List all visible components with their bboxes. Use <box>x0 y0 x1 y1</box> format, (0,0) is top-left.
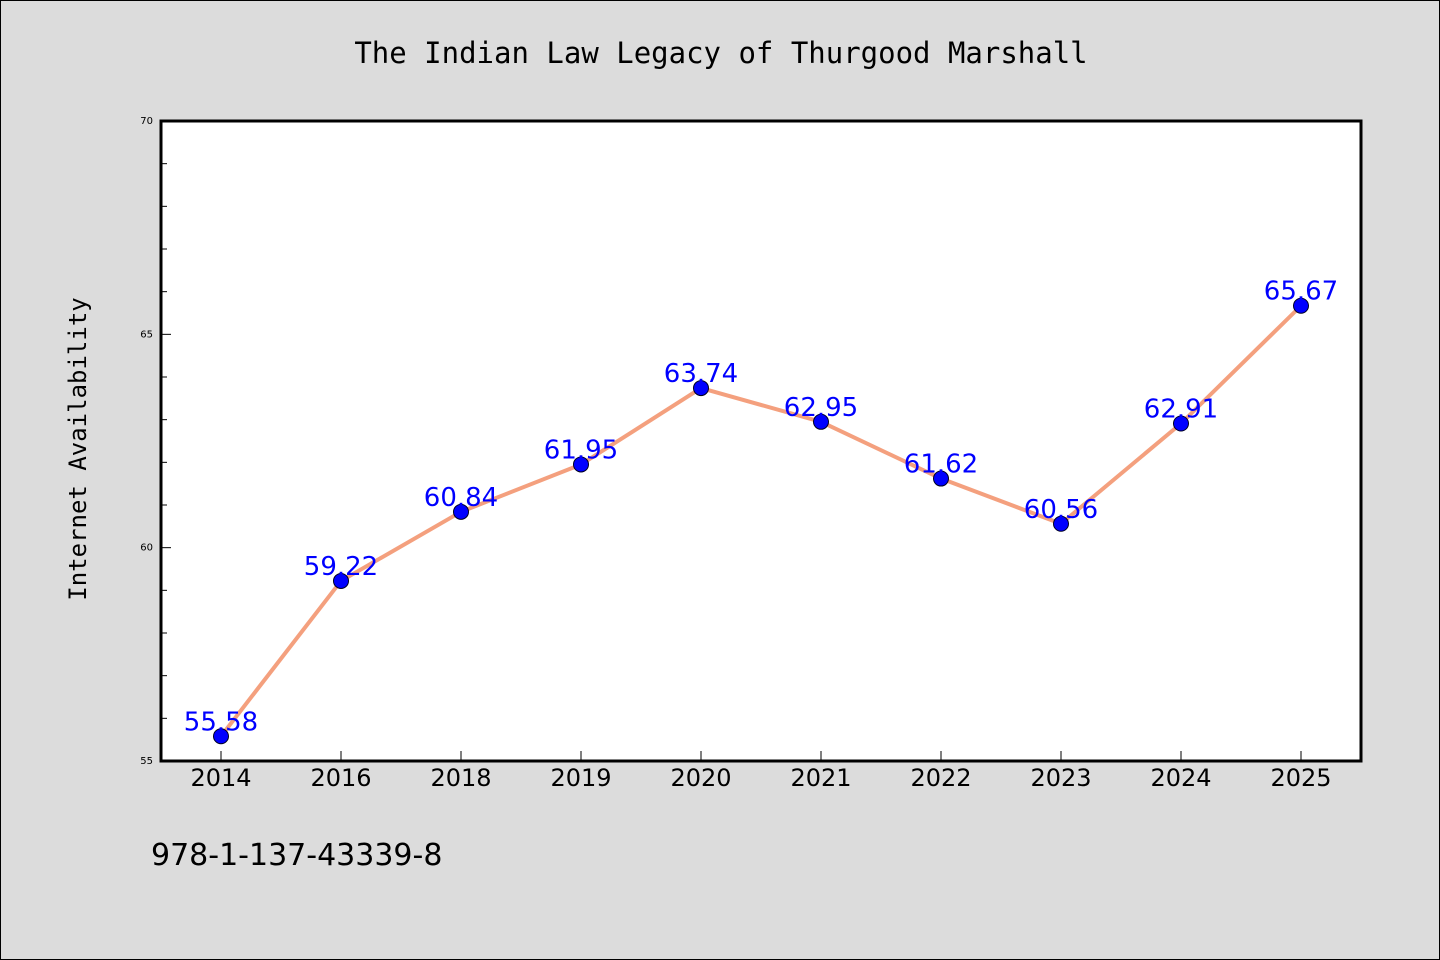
plot-area <box>159 119 1363 763</box>
data-label: 62.91 <box>1144 395 1218 425</box>
data-label: 60.84 <box>424 483 498 513</box>
x-tick-label: 2021 <box>790 764 851 792</box>
y-tick-label: 60 <box>140 543 153 554</box>
data-point <box>1293 297 1309 314</box>
data-point <box>453 503 469 520</box>
data-point <box>813 413 829 430</box>
x-tick-label: 2019 <box>550 764 611 792</box>
series-group: 55.58 59.22 60.84 61.95 63.74 62.95 61.62 60.56… <box>184 277 1338 745</box>
data-point <box>213 728 229 745</box>
data-label: 61.62 <box>904 450 978 480</box>
x-axis: 2014 2016 2018 2019 2020 2021 2022 2023 2024 2025 <box>190 751 1332 792</box>
data-point <box>573 456 589 473</box>
x-tick-label: 2024 <box>1150 764 1211 792</box>
y-tick-label: 70 <box>140 116 153 127</box>
data-label: 63.74 <box>664 359 738 389</box>
x-tick-label: 2020 <box>670 764 731 792</box>
data-label: 61.95 <box>544 435 618 465</box>
data-point <box>1053 515 1069 532</box>
data-point <box>333 572 349 589</box>
data-label: 59.22 <box>304 552 378 582</box>
y-tick-label: 65 <box>140 329 153 340</box>
y-axis: 55 60 65 70 <box>140 116 171 767</box>
series-line <box>219 304 1303 738</box>
x-tick-label: 2014 <box>190 764 251 792</box>
x-tick-label: 2016 <box>310 764 371 792</box>
data-point <box>1173 415 1189 432</box>
y-axis-label: Internet Availability <box>64 297 92 600</box>
data-point <box>933 470 949 487</box>
y-tick-label: 55 <box>140 756 153 767</box>
footnote-isbn: 978-1-137-43339-8 <box>151 838 442 873</box>
data-point <box>693 380 709 397</box>
x-tick-label: 2023 <box>1030 764 1091 792</box>
chart-title: The Indian Law Legacy of Thurgood Marsha… <box>354 36 1087 70</box>
x-tick-label: 2022 <box>910 764 971 792</box>
data-label: 60.56 <box>1024 495 1098 525</box>
x-tick-label: 2025 <box>1270 764 1331 792</box>
x-tick-label: 2018 <box>430 764 491 792</box>
data-label: 65.67 <box>1264 277 1338 307</box>
data-label: 62.95 <box>784 393 858 423</box>
data-label: 55.58 <box>184 707 258 737</box>
